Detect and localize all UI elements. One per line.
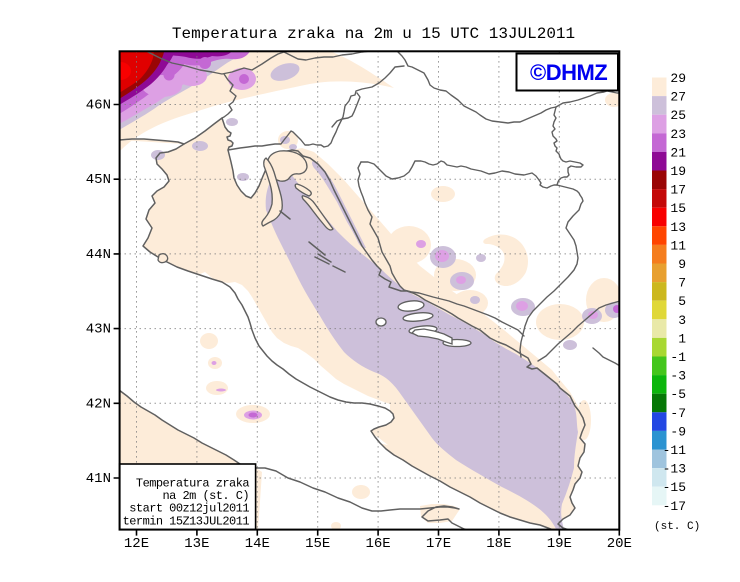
svg-text:-9: -9 [670, 424, 686, 439]
svg-text:-7: -7 [670, 406, 686, 421]
svg-text:23: 23 [670, 127, 686, 142]
svg-text:Temperatura zraka na 2m u 15 U: Temperatura zraka na 2m u 15 UTC 13JUL20… [172, 25, 575, 43]
svg-text:20E: 20E [607, 536, 632, 552]
svg-text:15: 15 [670, 201, 686, 216]
svg-text:©DHMZ: ©DHMZ [530, 60, 607, 85]
svg-text:14E: 14E [245, 536, 270, 552]
svg-text:21: 21 [670, 145, 686, 160]
svg-text:1: 1 [678, 331, 686, 346]
svg-text:13E: 13E [184, 536, 209, 552]
svg-text:16E: 16E [365, 536, 390, 552]
svg-text:13: 13 [670, 220, 686, 235]
svg-text:(st. C): (st. C) [654, 521, 700, 533]
svg-text:44N: 44N [86, 247, 111, 263]
svg-text:Temperatura zraka: Temperatura zraka [136, 476, 249, 490]
svg-text:-15: -15 [663, 480, 686, 495]
svg-text:na 2m (st. C): na 2m (st. C) [163, 489, 249, 503]
svg-text:-17: -17 [663, 499, 686, 514]
svg-text:-11: -11 [663, 443, 687, 458]
svg-text:11: 11 [670, 238, 686, 253]
svg-text:12E: 12E [124, 536, 149, 552]
svg-text:45N: 45N [86, 172, 111, 188]
svg-text:termin 15Z13JUL2011: termin 15Z13JUL2011 [123, 514, 250, 528]
svg-text:-13: -13 [663, 462, 686, 477]
svg-text:42N: 42N [86, 396, 111, 412]
svg-text:15E: 15E [305, 536, 330, 552]
svg-text:5: 5 [678, 294, 686, 309]
svg-text:25: 25 [670, 108, 686, 123]
svg-text:-1: -1 [670, 350, 686, 365]
svg-text:17E: 17E [426, 536, 451, 552]
svg-text:19: 19 [670, 164, 686, 179]
svg-text:17: 17 [670, 183, 686, 198]
svg-text:19E: 19E [547, 536, 572, 552]
svg-text:41N: 41N [86, 471, 111, 487]
svg-text:27: 27 [670, 90, 686, 105]
svg-text:29: 29 [670, 71, 686, 86]
svg-text:7: 7 [678, 276, 686, 291]
svg-text:18E: 18E [486, 536, 511, 552]
svg-text:9: 9 [678, 257, 686, 272]
svg-text:43N: 43N [86, 322, 111, 338]
svg-text:3: 3 [678, 313, 686, 328]
svg-text:46N: 46N [86, 98, 111, 114]
svg-text:-5: -5 [670, 387, 686, 402]
svg-text:-3: -3 [670, 369, 686, 384]
svg-text:start 00z12jul2011: start 00z12jul2011 [129, 502, 249, 516]
